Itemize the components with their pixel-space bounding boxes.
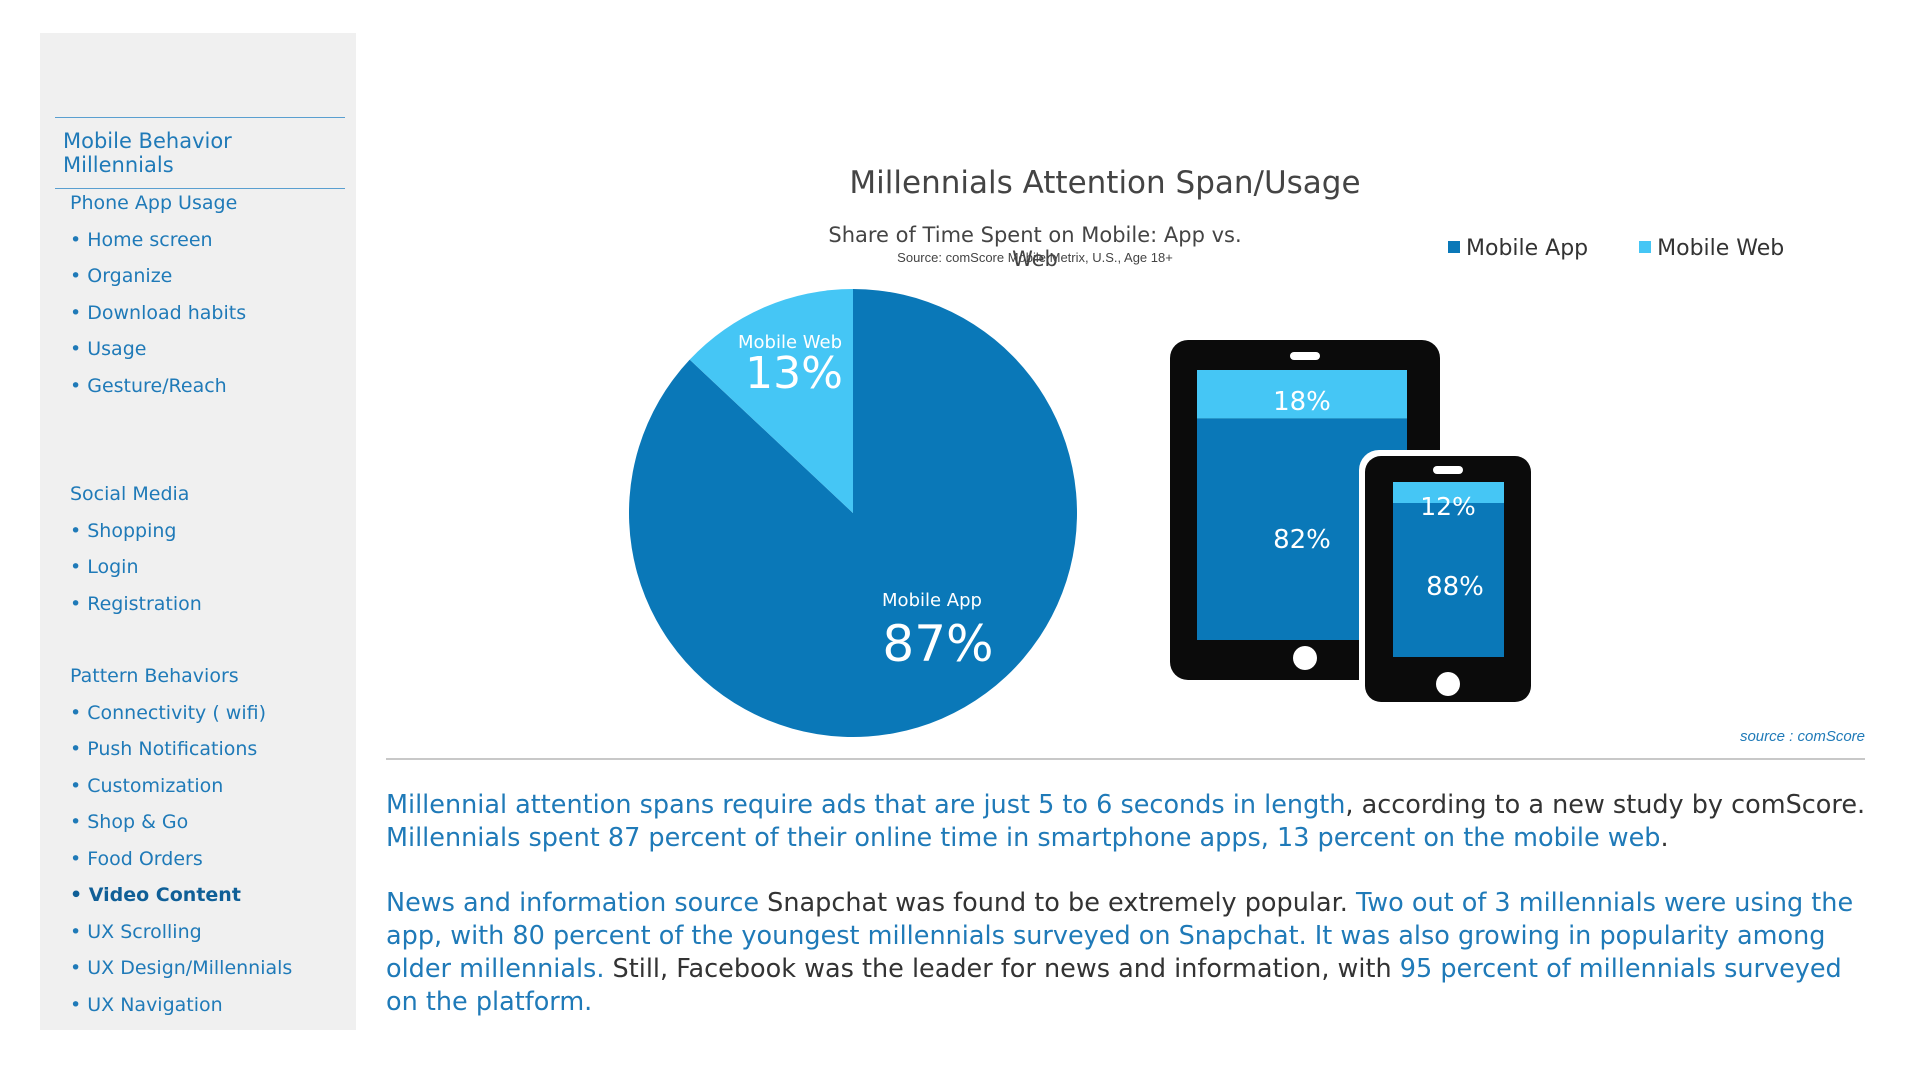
p2-run-0[interactable]: News and information source	[386, 888, 760, 918]
nav-item-video-content[interactable]: • Video Content	[70, 884, 241, 906]
legend-swatch-app	[1448, 241, 1460, 253]
phone-device: 12% 88%	[1359, 450, 1535, 708]
nav-item-ux-scrolling[interactable]: • UX Scrolling	[70, 920, 202, 943]
pie-label-web-value: 13%	[745, 348, 843, 399]
nav-item-login[interactable]: • Login	[70, 556, 139, 578]
p1-run-1: , according to a new study by comScore.	[1345, 790, 1866, 820]
source-note: source : comScore	[1739, 728, 1865, 745]
nav-item-ux-navigation[interactable]: • UX Navigation	[70, 993, 223, 1016]
paragraph-attention-span: Millennial attention spans require ads t…	[386, 789, 1876, 855]
pie-slice-mobile-app	[628, 289, 1077, 737]
nav-item-gesture-reach[interactable]: • Gesture/Reach	[70, 374, 227, 397]
tablet-speaker	[1290, 352, 1320, 360]
chart-subtitle: Share of Time Spent on Mobile: App vs. W…	[828, 223, 1242, 271]
divider	[386, 758, 1865, 760]
legend-swatch-web	[1639, 241, 1652, 253]
sidebar-title[interactable]: Mobile Behavior Millennials	[55, 117, 345, 189]
pie-label-app-value: 87%	[882, 615, 993, 673]
nav-item-push-notifications[interactable]: • Push Notifications	[70, 738, 258, 760]
p2-run-3: Still, Facebook was the leader for news …	[604, 954, 1400, 984]
pie-label-app-name: Mobile App	[882, 590, 982, 611]
phone-bar-app	[1393, 503, 1504, 657]
legend-label-mobile-web: Mobile Web	[1657, 236, 1785, 261]
legend-entry-mobile-web: Mobile Web	[1639, 236, 1784, 261]
nav-item-registration[interactable]: • Registration	[70, 592, 202, 615]
chart-legend: Mobile App Mobile Web	[1448, 236, 1828, 261]
nav-item-food-orders[interactable]: • Food Orders	[70, 847, 203, 870]
nav-group-social-media: Social Media • Shopping • Login • Regist…	[70, 476, 202, 622]
nav-item-shopping[interactable]: • Shopping	[70, 519, 177, 542]
paragraph-news-source: News and information source Snapchat was…	[386, 887, 1876, 1019]
nav-heading-social-media[interactable]: Social Media	[70, 483, 190, 505]
nav-item-organize[interactable]: • Organize	[70, 265, 173, 287]
nav-item-ux-design-millennials[interactable]: • UX Design/Millennials	[70, 957, 293, 979]
tablet-bar-web	[1197, 370, 1407, 419]
tablet-web-label: 18%	[1273, 387, 1331, 417]
p1-run-2-1[interactable]: Millennials spent 87 percent of their on…	[386, 823, 1661, 853]
phone-web-label: 12%	[1420, 492, 1476, 521]
phone-bar-web	[1393, 482, 1504, 503]
phone-speaker	[1433, 466, 1463, 474]
nav-heading-phone-app-usage[interactable]: Phone App Usage	[70, 192, 238, 214]
legend-entry-mobile-app: Mobile App	[1448, 236, 1588, 261]
tablet-app-label: 82%	[1273, 525, 1331, 555]
nav-item-home-screen[interactable]: • Home screen	[70, 228, 213, 251]
devices-illustration: 18% 82% 12% 88%	[1170, 340, 1535, 708]
nav-item-connectivity[interactable]: • Connectivity ( wifi)	[70, 701, 266, 724]
pie-slice-mobile-web	[689, 289, 853, 513]
nav-item-download-habits[interactable]: • Download habits	[70, 301, 247, 324]
p2-run-1: Snapchat was found to be extremely popul…	[759, 888, 1356, 918]
nav-group-pattern-behaviors: Pattern Behaviors • Connectivity ( wifi)…	[70, 658, 292, 1023]
chart-source: Source: comScore Mobile Metrix, U.S., Ag…	[897, 250, 1173, 265]
pie-label-web-name: Mobile Web	[738, 332, 842, 353]
pie-chart: Mobile Web 13% Mobile App 87%	[628, 289, 1077, 737]
p2-run-2[interactable]: Two out of 3 millennials were using the …	[386, 888, 1854, 984]
phone-app-label: 88%	[1426, 572, 1484, 602]
nav-item-customization[interactable]: • Customization	[70, 774, 224, 797]
sidebar: Mobile Behavior Millennials Phone App Us…	[40, 33, 356, 1030]
nav-group-phone-app-usage: Phone App Usage • Home screen • Organize…	[70, 185, 246, 404]
nav-item-usage[interactable]: • Usage	[70, 338, 147, 360]
p1-run-0[interactable]: Millennial attention spans require ads t…	[386, 790, 1346, 820]
p1-run-3: .	[1660, 823, 1669, 853]
nav-item-shop-and-go[interactable]: • Shop & Go	[70, 811, 189, 833]
legend-label-mobile-app: Mobile App	[1466, 236, 1589, 261]
p2-run-4[interactable]: 95 percent of millennials surveyed on th…	[386, 954, 1842, 1017]
chart-title: Millennials Attention Span/Usage	[849, 165, 1361, 201]
tablet-home-button	[1293, 646, 1317, 670]
phone-home-button	[1436, 672, 1460, 696]
nav-heading-pattern-behaviors[interactable]: Pattern Behaviors	[70, 665, 239, 687]
